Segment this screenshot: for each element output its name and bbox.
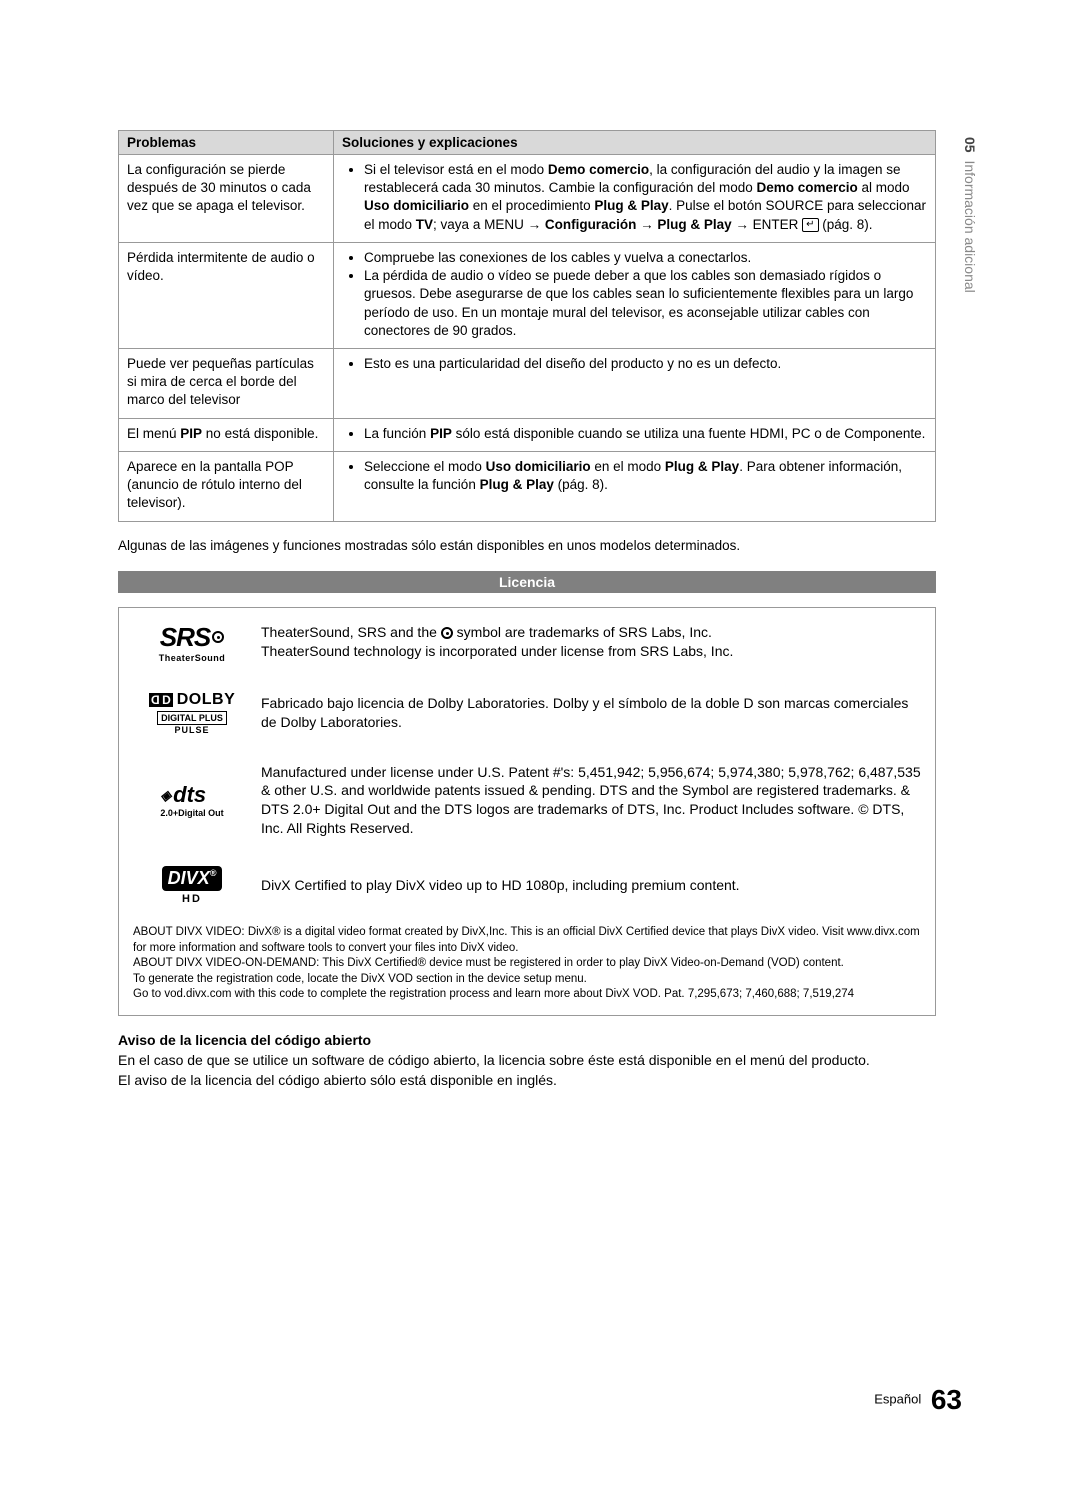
divx-about-text: ABOUT DIVX VIDEO: DivX® is a digital vid…	[119, 919, 935, 1015]
license-row-divx: DIVX® HD DivX Certified to play DivX vid…	[119, 852, 935, 919]
license-row-srs: SRS TheaterSound TheaterSound, SRS and t…	[119, 608, 935, 677]
license-box: SRS TheaterSound TheaterSound, SRS and t…	[118, 607, 936, 1016]
dolby-logo-icon: DDDOLBY DIGITAL PLUS PULSE	[133, 691, 251, 735]
table-row: Puede ver pequeñas partículas si mira de…	[119, 348, 936, 418]
table-row: La configuración se pierde después de 30…	[119, 155, 936, 243]
table-row: Pérdida intermitente de audio o vídeo. C…	[119, 242, 936, 348]
solution-cell: Compruebe las conexiones de los cables y…	[334, 242, 936, 348]
aviso-p2: El aviso de la licencia del código abier…	[118, 1070, 936, 1090]
aviso-p1: En el caso de que se utilice un software…	[118, 1050, 936, 1070]
col-problems: Problemas	[119, 131, 334, 155]
troubleshooting-table: Problemas Soluciones y explicaciones La …	[118, 130, 936, 522]
srs-license-text: TheaterSound, SRS and the symbol are tra…	[261, 623, 921, 661]
divx-logo-icon: DIVX® HD	[133, 866, 251, 905]
problem-cell: Aparece en la pantalla POP (anuncio de r…	[119, 451, 334, 521]
solution-cell: La función PIP sólo está disponible cuan…	[334, 418, 936, 451]
solution-item: La función PIP sólo está disponible cuan…	[364, 425, 927, 443]
problem-cell: El menú PIP no está disponible.	[119, 418, 334, 451]
solution-cell: Si el televisor está en el modo Demo com…	[334, 155, 936, 243]
license-row-dolby: DDDOLBY DIGITAL PLUS PULSE Fabricado baj…	[119, 677, 935, 749]
table-row: El menú PIP no está disponible. La funci…	[119, 418, 936, 451]
solution-cell: Seleccione el modo Uso domiciliario en e…	[334, 451, 936, 521]
problem-cell: Puede ver pequeñas partículas si mira de…	[119, 348, 334, 418]
dts-license-text: Manufactured under license under U.S. Pa…	[261, 763, 921, 839]
table-row: Aparece en la pantalla POP (anuncio de r…	[119, 451, 936, 521]
solution-cell: Esto es una particularidad del diseño de…	[334, 348, 936, 418]
page-footer: Español 63	[874, 1384, 962, 1416]
srs-logo-icon: SRS TheaterSound	[133, 622, 251, 663]
aviso-heading: Aviso de la licencia del código abierto	[118, 1030, 936, 1050]
solution-item: Esto es una particularidad del diseño de…	[364, 355, 927, 373]
problem-cell: Pérdida intermitente de audio o vídeo.	[119, 242, 334, 348]
solution-item: Si el televisor está en el modo Demo com…	[364, 161, 927, 234]
page-number: 63	[931, 1384, 962, 1415]
solution-item: Seleccione el modo Uso domiciliario en e…	[364, 458, 927, 494]
dts-logo-icon: ◈dts 2.0+Digital Out	[133, 782, 251, 818]
divx-license-text: DivX Certified to play DivX video up to …	[261, 876, 921, 895]
section-label: Información adicional	[962, 160, 978, 292]
license-row-dts: ◈dts 2.0+Digital Out Manufactured under …	[119, 749, 935, 853]
side-tab: 05 Información adicional	[962, 137, 978, 293]
problem-cell: La configuración se pierde después de 30…	[119, 155, 334, 243]
footer-lang: Español	[874, 1391, 921, 1406]
license-section-header: Licencia	[118, 571, 936, 593]
dolby-license-text: Fabricado bajo licencia de Dolby Laborat…	[261, 694, 921, 732]
col-solutions: Soluciones y explicaciones	[334, 131, 936, 155]
section-number: 05	[962, 137, 978, 153]
note-text: Algunas de las imágenes y funciones most…	[118, 538, 980, 553]
solution-item: Compruebe las conexiones de los cables y…	[364, 249, 927, 267]
solution-item: La pérdida de audio o vídeo se puede deb…	[364, 267, 927, 340]
open-source-notice: Aviso de la licencia del código abierto …	[118, 1030, 936, 1091]
